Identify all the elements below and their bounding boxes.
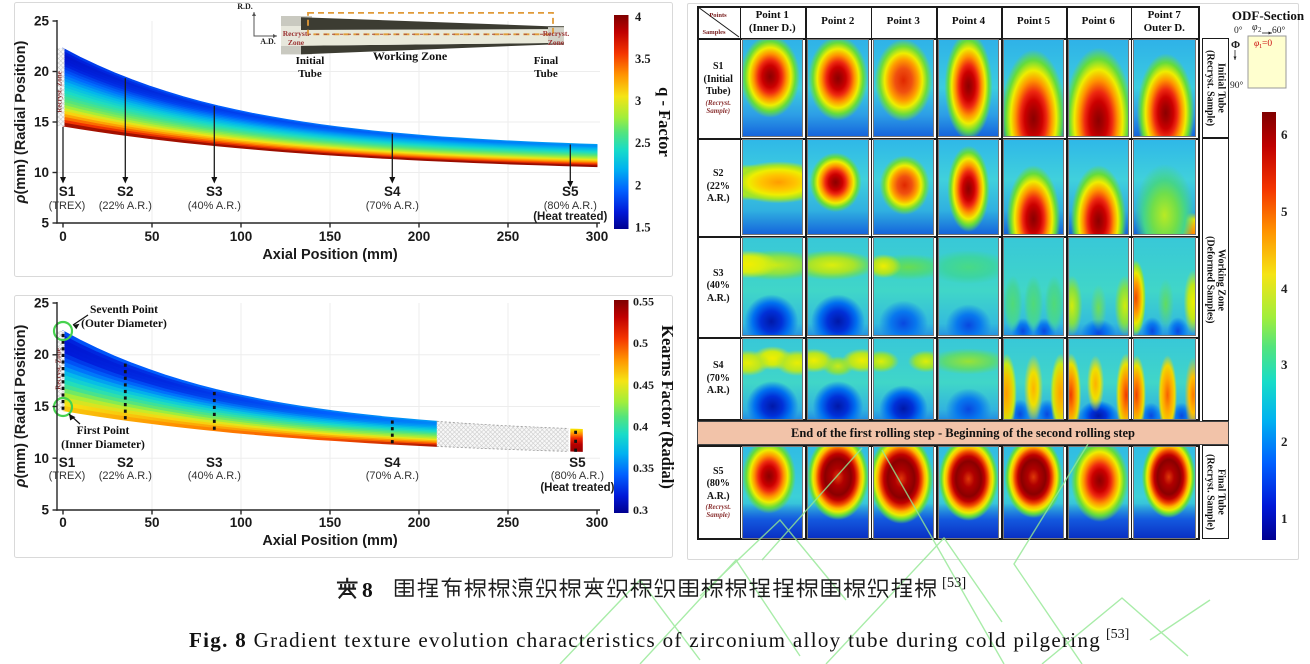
svg-text:(22% A.R.): (22% A.R.)	[99, 200, 152, 212]
svg-text:Seventh Point: Seventh Point	[90, 304, 158, 316]
svg-text:(TREX): (TREX)	[49, 470, 86, 482]
svg-text:=0: =0	[1262, 39, 1272, 49]
svg-text:φ: φ	[1254, 39, 1259, 49]
svg-text:φ: φ	[1252, 22, 1258, 33]
svg-text:5: 5	[41, 503, 49, 518]
svg-text:Recryst.: Recryst.	[283, 29, 310, 38]
svg-text:Recryst.: Recryst.	[543, 29, 570, 38]
svg-text:100: 100	[230, 515, 253, 530]
svg-text:S2: S2	[117, 455, 134, 470]
svg-text:0.35: 0.35	[633, 461, 654, 475]
svg-text:Kearns Factor (Radial): Kearns Factor (Radial)	[658, 325, 677, 489]
svg-text:Zone: Zone	[548, 38, 565, 47]
svg-text:Φ: Φ	[1231, 39, 1240, 51]
svg-text:300: 300	[586, 229, 609, 244]
svg-text:S3: S3	[206, 184, 223, 199]
svg-text:S4: S4	[384, 455, 401, 470]
svg-text:0.5: 0.5	[633, 336, 648, 350]
svg-text:(Outer Diameter): (Outer Diameter)	[81, 318, 167, 330]
svg-text:250: 250	[497, 229, 520, 244]
svg-text:200: 200	[408, 515, 431, 530]
svg-text:Tube: Tube	[298, 68, 322, 80]
svg-text:Points: Points	[709, 12, 727, 19]
svg-text:300: 300	[586, 515, 609, 530]
svg-text:Zone: Zone	[288, 38, 305, 47]
svg-text:90°: 90°	[1230, 80, 1244, 91]
svg-text:[53]: [53]	[1106, 627, 1129, 642]
svg-text:100: 100	[230, 229, 253, 244]
svg-text:(40% A.R.): (40% A.R.)	[188, 470, 241, 482]
svg-text:ρ(mm) (Radial Position): ρ(mm) (Radial Position)	[13, 41, 29, 205]
svg-text:1.5: 1.5	[635, 220, 651, 234]
svg-text:q - Factor: q - Factor	[655, 87, 674, 157]
svg-text:(Heat treated): (Heat treated)	[540, 482, 614, 494]
svg-text:3: 3	[635, 94, 641, 108]
svg-text:Working Zone: Working Zone	[373, 49, 448, 63]
svg-text:0°: 0°	[1234, 25, 1243, 36]
svg-text:S3: S3	[206, 455, 223, 470]
svg-text:4: 4	[635, 10, 642, 24]
svg-text:2: 2	[635, 178, 641, 192]
svg-text:(40% A.R.): (40% A.R.)	[188, 200, 241, 212]
svg-text:0.3: 0.3	[633, 503, 648, 517]
svg-text:Final: Final	[534, 55, 558, 67]
svg-text:S5: S5	[562, 184, 579, 199]
svg-text:10: 10	[34, 451, 49, 466]
svg-text:Axial Position (mm): Axial Position (mm)	[262, 247, 398, 263]
svg-text:Tube: Tube	[534, 68, 558, 80]
svg-text:Fig. 8 Gradient texture evolut: Fig. 8 Gradient texture evolution charac…	[189, 628, 1101, 652]
svg-text:S1: S1	[59, 184, 76, 199]
svg-text:0.45: 0.45	[633, 378, 654, 392]
svg-text:15: 15	[34, 115, 50, 130]
svg-text:1: 1	[1259, 43, 1262, 50]
svg-text:2: 2	[1258, 26, 1262, 34]
svg-text:20: 20	[34, 347, 49, 362]
svg-text:10: 10	[34, 165, 49, 180]
svg-text:(70% A.R.): (70% A.R.)	[366, 470, 419, 482]
svg-text:3.5: 3.5	[635, 52, 651, 66]
svg-text:[53]: [53]	[942, 575, 966, 591]
svg-text:2.5: 2.5	[635, 136, 651, 150]
svg-text:(80% A.R.): (80% A.R.)	[551, 470, 604, 482]
svg-text:A.D.: A.D.	[260, 37, 276, 46]
svg-text:S5: S5	[569, 455, 586, 470]
svg-text:(Inner Diameter): (Inner Diameter)	[61, 439, 145, 451]
svg-text:8: 8	[362, 578, 373, 602]
svg-text:150: 150	[319, 229, 342, 244]
svg-text:S1: S1	[59, 455, 76, 470]
svg-text:25: 25	[34, 14, 50, 29]
svg-text:Initial: Initial	[296, 55, 325, 67]
svg-text:0: 0	[59, 229, 67, 244]
svg-text:(22% A.R.): (22% A.R.)	[99, 470, 152, 482]
svg-text:S4: S4	[384, 184, 401, 199]
svg-text:(TREX): (TREX)	[49, 200, 86, 212]
svg-text:ρ(mm) (Radial Position): ρ(mm) (Radial Position)	[13, 325, 29, 489]
svg-text:R.D.: R.D.	[237, 2, 253, 11]
svg-text:5: 5	[41, 216, 49, 231]
svg-text:Axial Position (mm): Axial Position (mm)	[262, 533, 398, 549]
svg-text:0.55: 0.55	[633, 294, 654, 308]
svg-text:200: 200	[408, 229, 431, 244]
svg-text:(70% A.R.): (70% A.R.)	[366, 200, 419, 212]
svg-text:Recryst. Zone: Recryst. Zone	[56, 71, 64, 113]
svg-text:(80% A.R.): (80% A.R.)	[544, 200, 597, 212]
svg-text:(Heat treated): (Heat treated)	[533, 211, 607, 223]
svg-text:S2: S2	[117, 184, 134, 199]
svg-text:25: 25	[34, 296, 50, 311]
svg-text:Recryst. Zone: Recryst. Zone	[55, 348, 63, 390]
svg-text:250: 250	[497, 515, 520, 530]
svg-text:50: 50	[144, 229, 159, 244]
svg-text:50: 50	[144, 515, 159, 530]
svg-text:15: 15	[34, 399, 50, 414]
svg-text:0.4: 0.4	[633, 420, 648, 434]
svg-text:20: 20	[34, 64, 49, 79]
svg-text:Samples: Samples	[702, 29, 726, 36]
svg-text:0: 0	[59, 515, 67, 530]
svg-text:60°: 60°	[1272, 25, 1286, 36]
svg-text:First Point: First Point	[77, 425, 130, 437]
svg-text:150: 150	[319, 515, 342, 530]
